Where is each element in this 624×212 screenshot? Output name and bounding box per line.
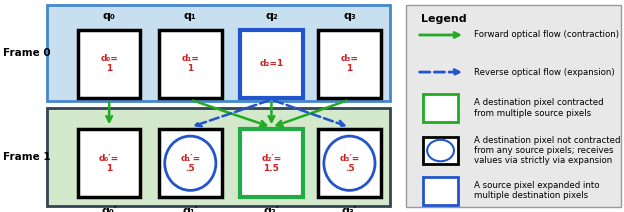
Text: A destination pixel contracted
from multiple source pixels: A destination pixel contracted from mult… [474, 98, 604, 118]
Text: q₀′: q₀′ [101, 206, 117, 212]
Text: q₃′: q₃′ [341, 206, 358, 212]
Bar [240, 129, 303, 197]
Text: Legend: Legend [421, 14, 467, 24]
Text: d₂′=
1.5: d₂′= 1.5 [261, 154, 281, 173]
Text: d₁′=
.5: d₁′= .5 [180, 154, 200, 173]
Text: Reverse optical flow (expansion): Reverse optical flow (expansion) [474, 68, 615, 77]
Bar [78, 129, 140, 197]
Text: q₀: q₀ [103, 11, 115, 21]
Bar [240, 30, 303, 98]
Bar [159, 129, 222, 197]
Bar [318, 129, 381, 197]
Text: Frame 1: Frame 1 [3, 152, 51, 162]
Text: q₁′: q₁′ [182, 206, 198, 212]
Text: d₁=
1: d₁= 1 [182, 54, 199, 73]
Text: A destination pixel not contracted
from any source pixels; receives
values via s: A destination pixel not contracted from … [474, 136, 621, 165]
Bar [318, 30, 381, 98]
Bar [406, 5, 621, 207]
Text: d₀=
1: d₀= 1 [100, 54, 118, 73]
Text: A source pixel expanded into
multiple destination pixels: A source pixel expanded into multiple de… [474, 181, 600, 201]
Bar [47, 108, 390, 206]
Bar [47, 5, 390, 101]
Text: d₃=
1: d₃= 1 [341, 54, 358, 73]
Bar [424, 137, 458, 164]
Bar [424, 177, 458, 205]
Bar [78, 30, 140, 98]
Text: q₁: q₁ [184, 11, 197, 21]
Text: d₃′=
.5: d₃′= .5 [339, 154, 359, 173]
Text: q₂′: q₂′ [263, 206, 280, 212]
Text: q₂: q₂ [265, 11, 278, 21]
Bar [424, 94, 458, 122]
Text: Frame 0: Frame 0 [3, 48, 51, 58]
Text: d₂=1: d₂=1 [260, 59, 283, 68]
Bar [159, 30, 222, 98]
Text: q₃: q₃ [343, 11, 356, 21]
Text: d₀′=
1: d₀′= 1 [99, 154, 119, 173]
Text: Forward optical flow (contraction): Forward optical flow (contraction) [474, 31, 619, 39]
